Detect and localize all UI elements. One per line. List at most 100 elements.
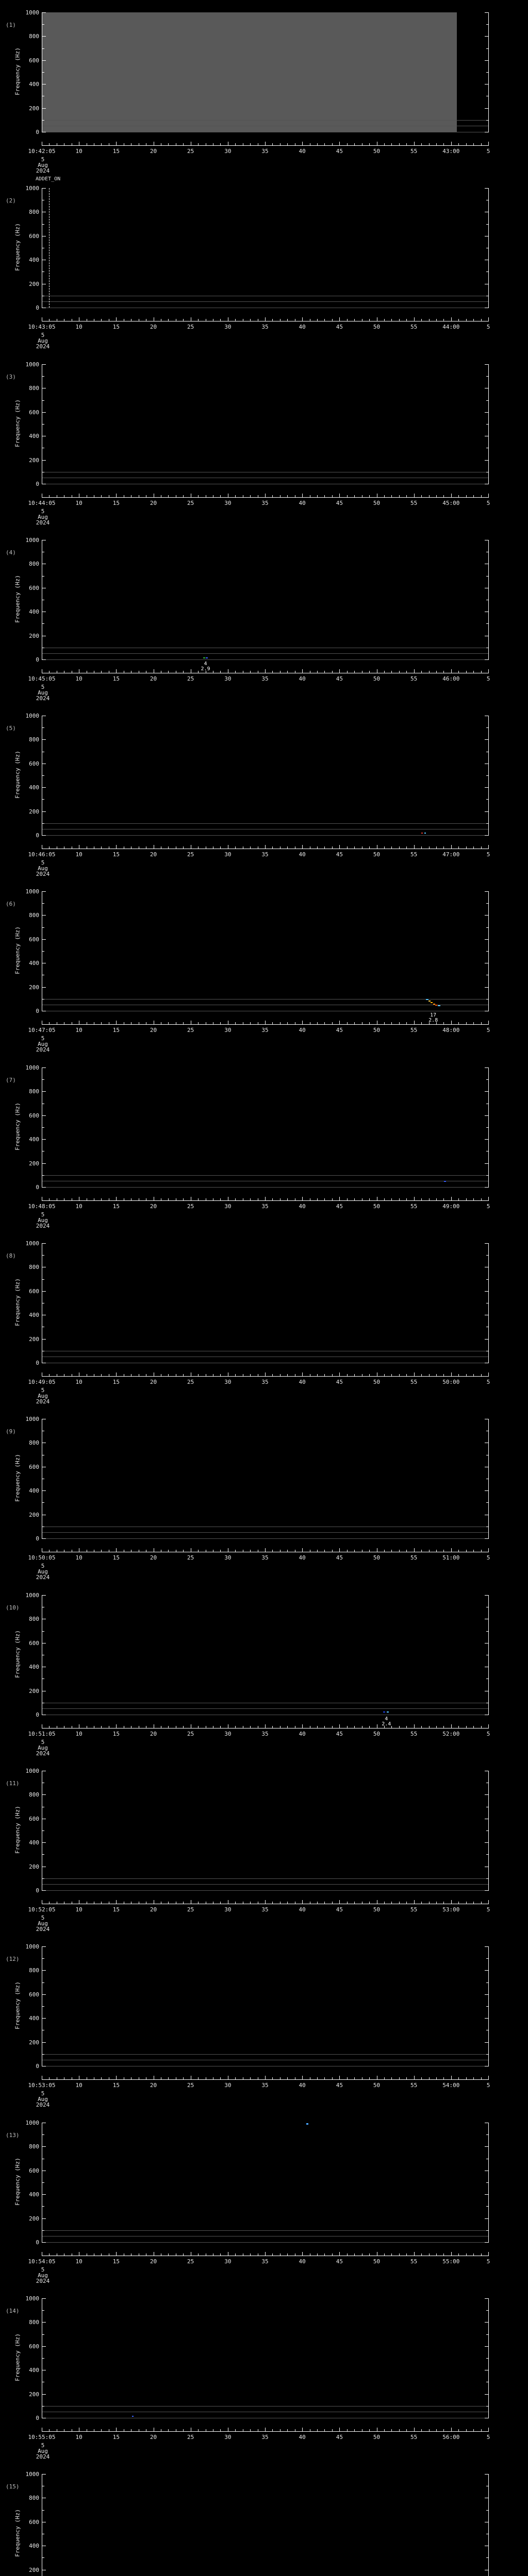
x-tick-label: 15 [112,324,120,330]
y-tick-label: 1000 [25,2120,40,2126]
x-tick-label: 25 [187,851,194,858]
event-mark [438,1005,441,1007]
x-tick [406,1022,407,1024]
event-mark [131,2416,134,2417]
x-axis-line [42,145,489,146]
y-tick-label: 800 [29,385,39,392]
x-tick [458,1726,459,1728]
y-tick [42,1982,44,1983]
event-mark [433,1003,435,1005]
x-tick [481,319,482,321]
y-axis-line-right [488,1243,489,1363]
y-tick-right [486,1958,488,1959]
x-tick [406,1374,407,1376]
panel-index-label: (3) [6,374,16,380]
y-tick-label: 400 [29,2367,39,2374]
x-tick [481,1902,482,1904]
x-tick [451,1197,452,1200]
x-tick [399,143,400,145]
y-tick-label: 600 [29,1991,39,1998]
x-tick [339,2428,340,2431]
x-tick [406,495,407,497]
y-tick-label: 400 [29,2015,39,2022]
x-tick [101,1374,102,1376]
x-tick-label: 40 [299,1554,306,1561]
y-tick [42,1338,46,1340]
x-tick [168,495,169,497]
y-tick-right [485,1163,488,1164]
x-tick-label: 50 [373,1203,381,1210]
x-tick [473,319,474,321]
x-tick [458,1902,459,1904]
x-tick-label: 10:55:05 [28,2434,56,2441]
y-tick [42,2218,46,2219]
x-tick [198,1022,199,1024]
x-tick-label: 55 [410,148,418,155]
x-tick [324,1022,325,1024]
x-tick [183,1198,184,1200]
x-tick [443,1374,444,1376]
x-tick [473,2253,474,2256]
y-tick [42,1538,46,1539]
date-day-label: 5 [41,1035,45,1042]
x-tick-label: 35 [261,148,269,155]
x-tick-label: 30 [224,1554,232,1561]
x-tick-label: 10 [75,2258,82,2265]
panel-index-label: (11) [6,1780,20,1787]
x-tick [436,2253,437,2256]
x-tick [183,1550,184,1552]
y-tick [42,1970,46,1971]
x-tick-label: 20 [150,1203,157,1210]
y-tick-label: 800 [29,1967,39,1974]
x-tick-label: 55 [410,324,418,330]
x-tick [488,1372,489,1376]
x-tick-label: 10:49:05 [28,1379,56,1385]
x-tick-label: 20 [150,2258,157,2265]
panel-index-label: (9) [6,1428,16,1435]
y-tick [42,1079,44,1080]
x-tick [488,2428,489,2431]
y-axis-title: Frequency (Hz) [14,2333,21,2381]
x-tick-label: 30 [224,2082,232,2089]
y-tick-label: 0 [36,1008,39,1014]
y-tick-right [485,108,488,109]
y-tick-label: 1000 [25,1592,40,1599]
date-year-label: 2024 [36,1574,50,1581]
event-mark [383,1711,385,1713]
panel-index-label: (6) [6,901,16,907]
y-axis-title: Frequency (Hz) [14,223,21,271]
x-tick [116,1021,117,1024]
x-tick [265,2428,266,2431]
x-tick [414,494,415,497]
x-tick [101,1550,102,1552]
x-tick-label: 40 [299,675,306,682]
x-tick-label: 30 [224,1379,232,1385]
x-tick-label: 5 [486,148,490,155]
date-month-label: Aug [38,2096,48,2103]
y-axis-title: Frequency (Hz) [14,926,21,974]
y-tick-label: 600 [29,1112,39,1119]
y-tick [42,2146,46,2147]
y-tick [42,1291,46,1292]
x-tick [406,1902,407,1904]
x-tick [116,845,117,849]
y-tick [42,460,46,461]
x-tick [220,1550,221,1552]
x-tick [49,2429,50,2431]
y-tick-right [485,460,488,461]
x-tick [473,1022,474,1024]
y-tick-right [486,727,488,728]
y-tick-right [486,623,488,624]
y-tick-label: 200 [29,2039,39,2046]
x-tick-label: 10 [75,2082,82,2089]
x-tick [198,143,199,145]
x-tick [272,1726,273,1728]
date-day-label: 5 [41,1914,45,1921]
x-tick-label: 49:00 [442,1203,460,1210]
x-tick [399,846,400,849]
x-tick-label: 50:00 [442,1379,460,1385]
x-tick [466,1198,467,1200]
x-tick-label: 15 [112,2434,120,2441]
x-tick [302,1548,303,1552]
y-tick-label: 200 [29,1511,39,1518]
